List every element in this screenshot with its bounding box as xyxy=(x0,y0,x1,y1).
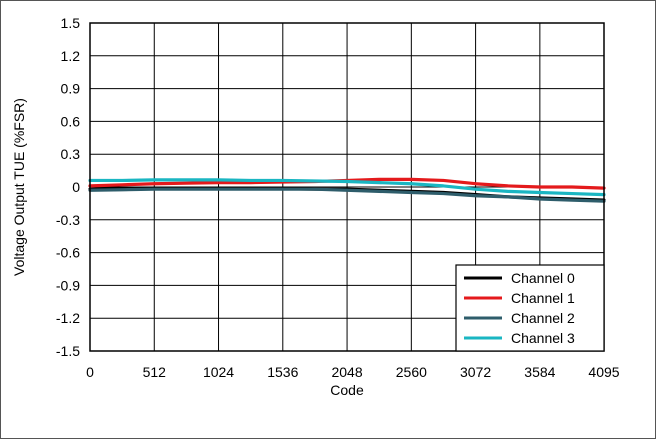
y-tick-label: -0.6 xyxy=(56,245,80,261)
series-line-channel-3 xyxy=(88,178,606,197)
y-axis-label: Voltage Output TUE (%FSR) xyxy=(11,98,27,276)
x-tick-label: 3584 xyxy=(524,364,555,380)
series-lines xyxy=(88,177,606,203)
x-tick-label: 512 xyxy=(143,364,167,380)
y-tick-label: 0 xyxy=(72,179,80,195)
legend-label: Channel 3 xyxy=(511,330,575,346)
y-tick-label: 0.6 xyxy=(61,113,81,129)
x-tick-label: 1024 xyxy=(203,364,234,380)
legend-label: Channel 0 xyxy=(511,270,575,286)
y-tick-label: 0.9 xyxy=(61,81,81,97)
y-tick-label: -0.9 xyxy=(56,277,80,293)
x-tick-label: 4095 xyxy=(588,364,619,380)
x-tick-label: 2048 xyxy=(331,364,362,380)
y-tick-label: -0.3 xyxy=(56,212,80,228)
plot-area-border xyxy=(89,22,605,352)
y-tick-label: 0.3 xyxy=(61,146,81,162)
x-tick-labels: 0 512 1024 1536 2048 2560 3072 3584 4095 xyxy=(86,364,620,380)
legend: Channel 0 Channel 1 Channel 2 Channel 3 xyxy=(455,264,605,352)
y-tick-labels: 1.5 1.2 0.9 0.6 0.3 0 -0.3 -0.6 -0.9 -1.2 -1.5 xyxy=(56,15,80,359)
x-tick-label: 1536 xyxy=(267,364,298,380)
grid xyxy=(89,22,605,352)
y-tick-label: 1.5 xyxy=(61,15,81,31)
x-tick-label: 3072 xyxy=(460,364,491,380)
y-tick-label: -1.2 xyxy=(56,310,80,326)
x-axis-label: Code xyxy=(330,382,364,398)
series-line-channel-2 xyxy=(88,187,606,203)
x-tick-label: 0 xyxy=(86,364,94,380)
x-tick-label: 2560 xyxy=(396,364,427,380)
legend-label: Channel 2 xyxy=(511,310,575,326)
y-tick-label: -1.5 xyxy=(56,343,80,359)
legend-label: Channel 1 xyxy=(511,290,575,306)
y-tick-label: 1.2 xyxy=(61,48,81,64)
